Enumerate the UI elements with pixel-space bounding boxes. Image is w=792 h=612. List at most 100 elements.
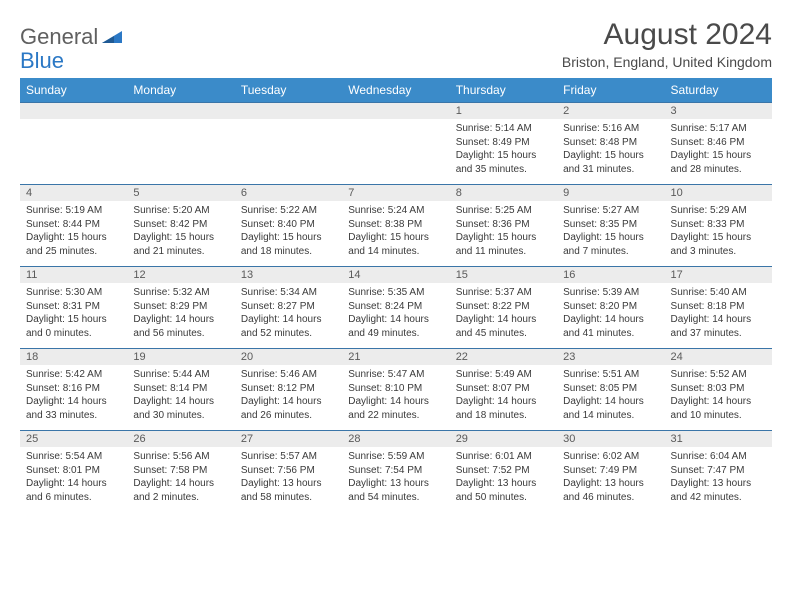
date-detail-row: Sunrise: 5:30 AM Sunset: 8:31 PM Dayligh… [20,283,772,348]
date-number [342,103,449,119]
date-number: 23 [557,349,664,365]
date-detail: Sunrise: 5:44 AM Sunset: 8:14 PM Dayligh… [127,365,234,430]
day-header-row: Sunday Monday Tuesday Wednesday Thursday… [20,78,772,102]
date-detail: Sunrise: 6:02 AM Sunset: 7:49 PM Dayligh… [557,447,664,512]
date-detail: Sunrise: 5:30 AM Sunset: 8:31 PM Dayligh… [20,283,127,348]
date-detail [342,119,449,184]
logo-text-general: General [20,24,98,50]
date-number: 2 [557,103,664,119]
date-number: 16 [557,267,664,283]
calendar-week: 11121314151617Sunrise: 5:30 AM Sunset: 8… [20,266,772,348]
title-block: August 2024 Briston, England, United Kin… [562,18,772,70]
calendar-week: 25262728293031Sunrise: 5:54 AM Sunset: 8… [20,430,772,512]
date-number: 31 [665,431,772,447]
date-detail-row: Sunrise: 5:14 AM Sunset: 8:49 PM Dayligh… [20,119,772,184]
date-number-row: 25262728293031 [20,431,772,447]
date-number: 6 [235,185,342,201]
date-detail: Sunrise: 5:14 AM Sunset: 8:49 PM Dayligh… [450,119,557,184]
date-detail: Sunrise: 5:20 AM Sunset: 8:42 PM Dayligh… [127,201,234,266]
logo-triangle-icon [102,27,122,48]
date-detail: Sunrise: 5:52 AM Sunset: 8:03 PM Dayligh… [665,365,772,430]
weeks-container: 123Sunrise: 5:14 AM Sunset: 8:49 PM Dayl… [20,102,772,512]
date-number: 12 [127,267,234,283]
dayhead-wednesday: Wednesday [342,78,449,102]
date-number: 30 [557,431,664,447]
date-detail: Sunrise: 5:56 AM Sunset: 7:58 PM Dayligh… [127,447,234,512]
date-number: 24 [665,349,772,365]
date-detail: Sunrise: 5:51 AM Sunset: 8:05 PM Dayligh… [557,365,664,430]
logo: General [20,18,124,50]
date-detail: Sunrise: 5:47 AM Sunset: 8:10 PM Dayligh… [342,365,449,430]
calendar-week: 18192021222324Sunrise: 5:42 AM Sunset: 8… [20,348,772,430]
date-detail: Sunrise: 5:32 AM Sunset: 8:29 PM Dayligh… [127,283,234,348]
date-detail: Sunrise: 5:34 AM Sunset: 8:27 PM Dayligh… [235,283,342,348]
date-number: 9 [557,185,664,201]
date-detail: Sunrise: 5:46 AM Sunset: 8:12 PM Dayligh… [235,365,342,430]
date-number: 3 [665,103,772,119]
date-number: 18 [20,349,127,365]
date-detail: Sunrise: 5:35 AM Sunset: 8:24 PM Dayligh… [342,283,449,348]
date-number: 29 [450,431,557,447]
date-number [235,103,342,119]
date-number [127,103,234,119]
date-number: 8 [450,185,557,201]
date-number-row: 45678910 [20,185,772,201]
calendar-page: General August 2024 Briston, England, Un… [0,0,792,530]
date-detail: Sunrise: 5:40 AM Sunset: 8:18 PM Dayligh… [665,283,772,348]
date-detail: Sunrise: 5:27 AM Sunset: 8:35 PM Dayligh… [557,201,664,266]
date-number: 22 [450,349,557,365]
date-number: 20 [235,349,342,365]
date-detail: Sunrise: 5:59 AM Sunset: 7:54 PM Dayligh… [342,447,449,512]
date-detail: Sunrise: 5:17 AM Sunset: 8:46 PM Dayligh… [665,119,772,184]
page-subtitle: Briston, England, United Kingdom [562,54,772,70]
date-number: 11 [20,267,127,283]
date-detail: Sunrise: 5:39 AM Sunset: 8:20 PM Dayligh… [557,283,664,348]
date-detail-row: Sunrise: 5:42 AM Sunset: 8:16 PM Dayligh… [20,365,772,430]
date-number-row: 123 [20,103,772,119]
date-detail: Sunrise: 5:57 AM Sunset: 7:56 PM Dayligh… [235,447,342,512]
date-number: 10 [665,185,772,201]
date-number: 7 [342,185,449,201]
date-detail-row: Sunrise: 5:54 AM Sunset: 8:01 PM Dayligh… [20,447,772,512]
dayhead-saturday: Saturday [665,78,772,102]
date-detail: Sunrise: 5:37 AM Sunset: 8:22 PM Dayligh… [450,283,557,348]
date-number-row: 18192021222324 [20,349,772,365]
date-detail: Sunrise: 5:22 AM Sunset: 8:40 PM Dayligh… [235,201,342,266]
date-detail: Sunrise: 5:25 AM Sunset: 8:36 PM Dayligh… [450,201,557,266]
date-detail [235,119,342,184]
date-detail: Sunrise: 5:54 AM Sunset: 8:01 PM Dayligh… [20,447,127,512]
date-number: 14 [342,267,449,283]
dayhead-friday: Friday [557,78,664,102]
date-number-row: 11121314151617 [20,267,772,283]
page-title: August 2024 [562,18,772,52]
date-detail [20,119,127,184]
logo-text-blue: Blue [20,48,64,73]
date-detail: Sunrise: 5:24 AM Sunset: 8:38 PM Dayligh… [342,201,449,266]
date-number: 17 [665,267,772,283]
date-number: 27 [235,431,342,447]
date-number: 25 [20,431,127,447]
date-detail-row: Sunrise: 5:19 AM Sunset: 8:44 PM Dayligh… [20,201,772,266]
date-number: 4 [20,185,127,201]
calendar-week: 123Sunrise: 5:14 AM Sunset: 8:49 PM Dayl… [20,102,772,184]
date-detail: Sunrise: 5:16 AM Sunset: 8:48 PM Dayligh… [557,119,664,184]
date-detail: Sunrise: 5:49 AM Sunset: 8:07 PM Dayligh… [450,365,557,430]
date-number: 28 [342,431,449,447]
date-number: 1 [450,103,557,119]
date-detail: Sunrise: 5:29 AM Sunset: 8:33 PM Dayligh… [665,201,772,266]
date-number: 15 [450,267,557,283]
date-detail: Sunrise: 5:19 AM Sunset: 8:44 PM Dayligh… [20,201,127,266]
date-number [20,103,127,119]
header: General August 2024 Briston, England, Un… [20,18,772,70]
date-number: 13 [235,267,342,283]
calendar: Sunday Monday Tuesday Wednesday Thursday… [20,78,772,512]
dayhead-tuesday: Tuesday [235,78,342,102]
date-number: 26 [127,431,234,447]
date-detail [127,119,234,184]
date-detail: Sunrise: 5:42 AM Sunset: 8:16 PM Dayligh… [20,365,127,430]
date-number: 19 [127,349,234,365]
dayhead-sunday: Sunday [20,78,127,102]
date-detail: Sunrise: 6:04 AM Sunset: 7:47 PM Dayligh… [665,447,772,512]
dayhead-thursday: Thursday [450,78,557,102]
date-detail: Sunrise: 6:01 AM Sunset: 7:52 PM Dayligh… [450,447,557,512]
